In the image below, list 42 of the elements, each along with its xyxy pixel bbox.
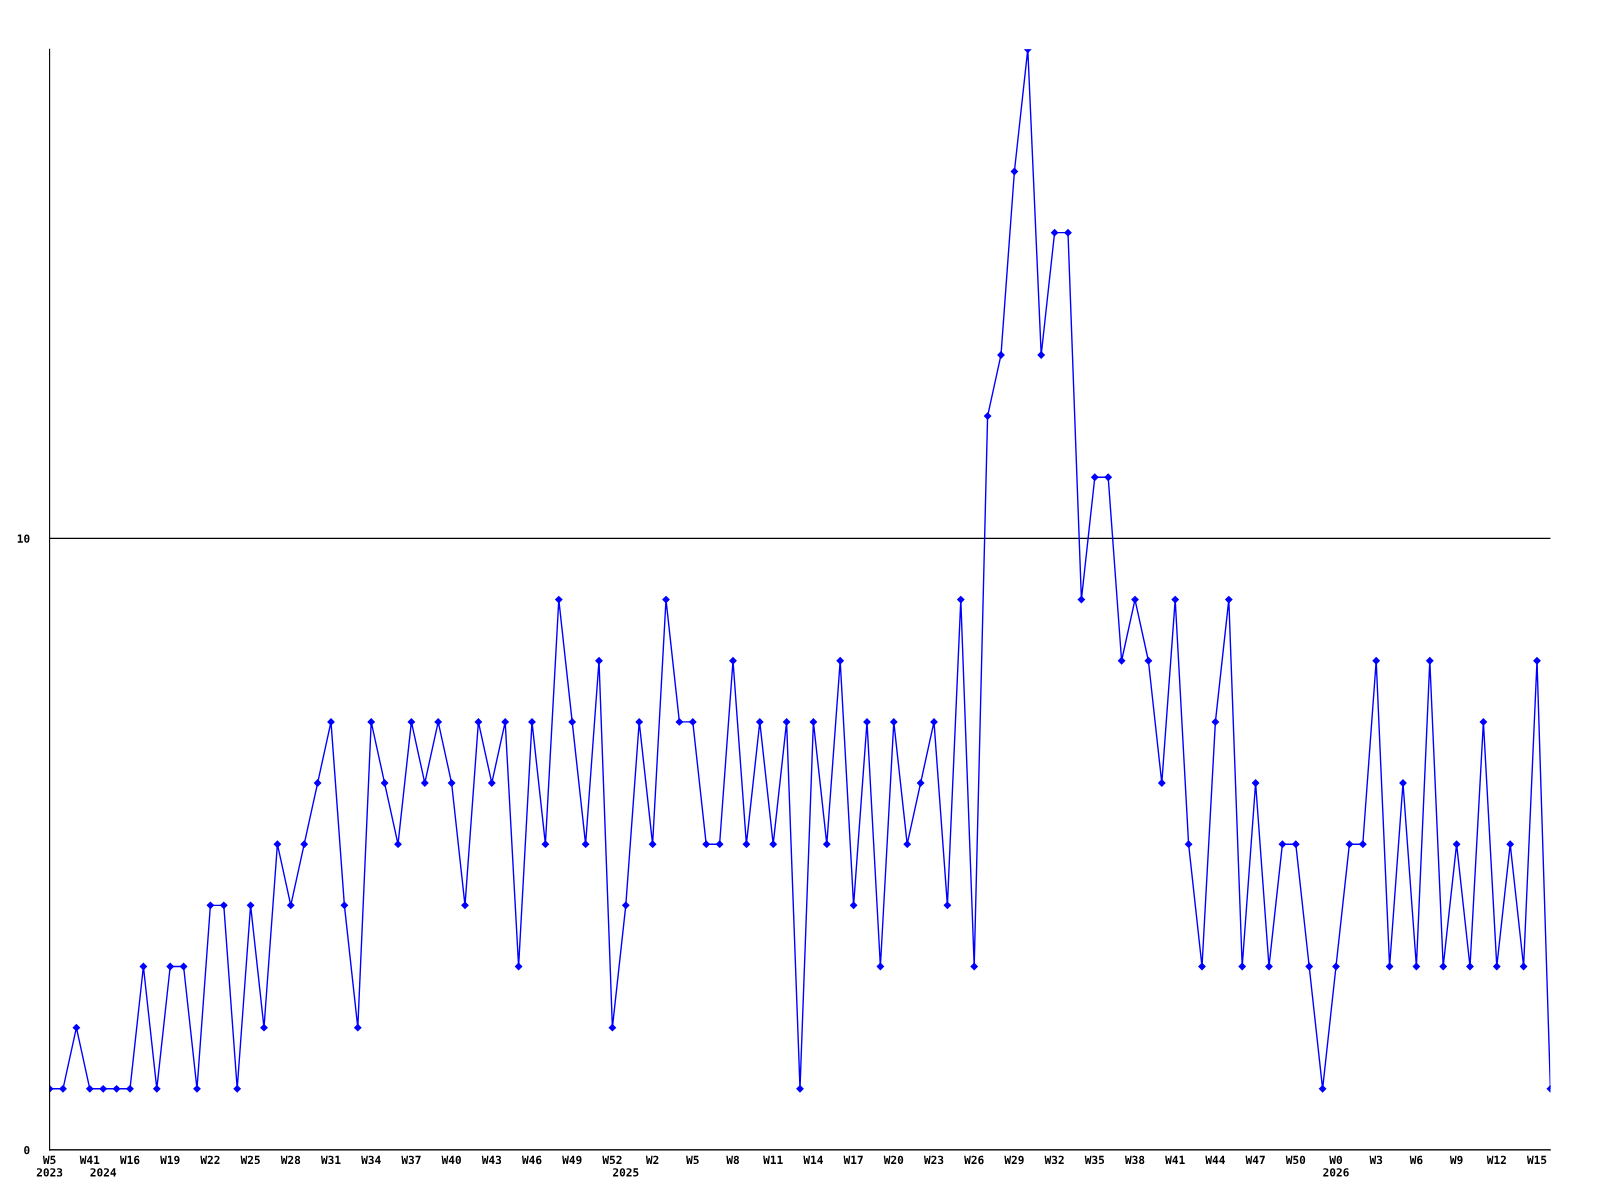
x-tick-label: 2025	[613, 1168, 639, 1177]
y-tick-label: 0	[24, 1145, 30, 1155]
x-tick-label: W23	[923, 1155, 944, 1165]
x-tick-label: W47	[1245, 1155, 1265, 1164]
x-tick-label: W35	[1084, 1155, 1105, 1165]
x-tick-label: W15	[1526, 1155, 1547, 1165]
x-tick-label: W52	[602, 1155, 622, 1165]
x-tick-label: W50	[1285, 1155, 1306, 1165]
x-tick-label: W38	[1124, 1155, 1145, 1165]
x-tick-label: W16	[119, 1155, 140, 1165]
x-tick-label: W46	[521, 1155, 542, 1165]
x-tick-label: W11	[763, 1155, 783, 1164]
x-tick-label: W0 2026	[1323, 1155, 1349, 1177]
x-tick-label: W40	[441, 1155, 461, 1165]
x-tick-label: W49	[562, 1155, 582, 1165]
x-tick-label: W28	[280, 1155, 301, 1165]
x-tick-label: W5 2023	[36, 1155, 63, 1177]
x-tick-label: W8	[726, 1155, 739, 1165]
x-tick-label: W3	[1369, 1155, 1383, 1165]
x-tick-label: 2024	[90, 1168, 117, 1177]
x-tick-label: W6	[1409, 1155, 1423, 1165]
x-tick-label: W31	[320, 1155, 341, 1165]
x-tick-label: W5	[686, 1155, 699, 1165]
x-tick-label: W26	[964, 1155, 984, 1165]
x-tick-label: W9	[1449, 1155, 1463, 1165]
x-tick-label: W34	[361, 1155, 381, 1165]
x-tick-label: W14	[803, 1155, 823, 1164]
x-tick-label: W37	[401, 1155, 421, 1165]
x-tick-label: W22	[200, 1155, 220, 1164]
x-tick-label: W19	[160, 1155, 180, 1165]
x-tick-label: W43	[481, 1155, 502, 1165]
x-tick-label: W41	[1165, 1155, 1185, 1164]
x-tick-label: W29	[1004, 1155, 1024, 1165]
x-tick-label: W2	[645, 1155, 659, 1164]
x-tick-label: W20	[883, 1155, 904, 1165]
x-tick-label: W32	[1044, 1155, 1064, 1165]
x-tick-label: W44	[1205, 1155, 1225, 1164]
x-tick-label: W17	[843, 1155, 863, 1164]
x-tick-label: W12	[1486, 1155, 1506, 1164]
x-tick-label: W25	[240, 1155, 260, 1165]
y-tick-label: 10	[17, 534, 30, 543]
x-tick-label: W41	[79, 1155, 100, 1164]
